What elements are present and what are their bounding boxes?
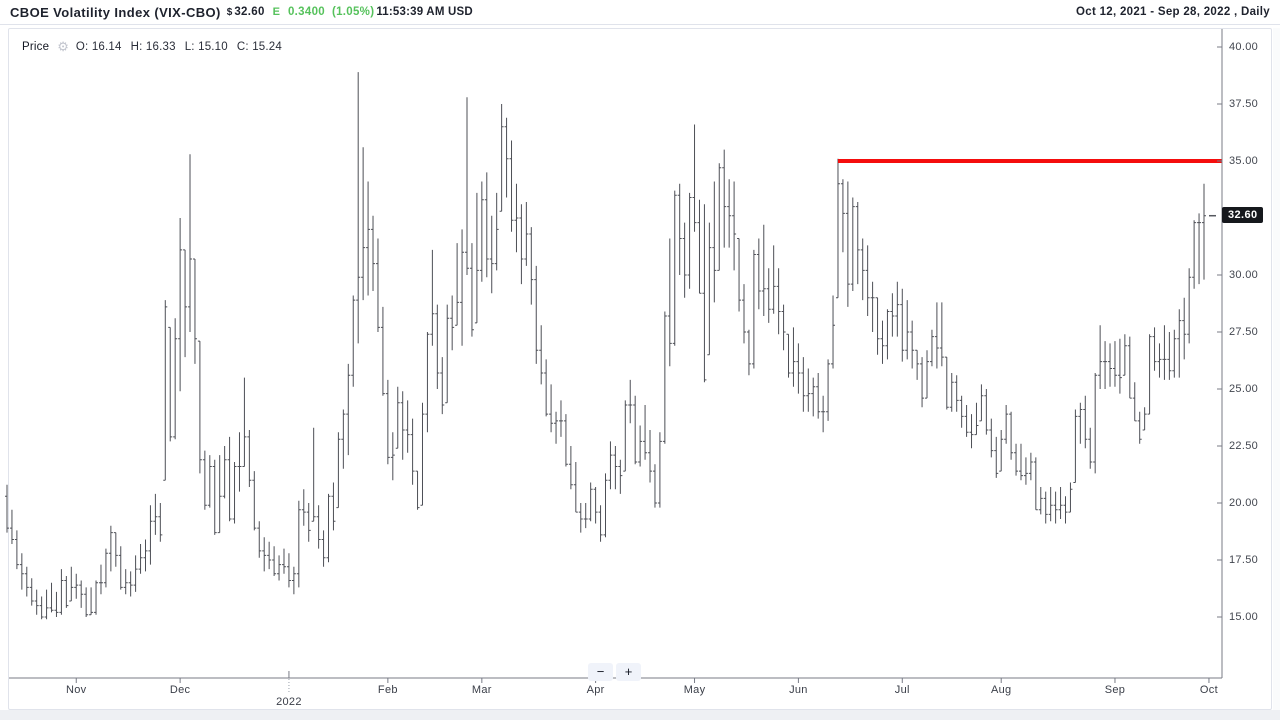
x-axis-label: Apr bbox=[586, 684, 605, 696]
chart-panel[interactable] bbox=[8, 28, 1272, 710]
gear-icon[interactable]: ⚙ bbox=[57, 39, 69, 54]
ohlc-close: C: 15.24 bbox=[236, 41, 282, 53]
symbol-title: CBOE Volatility Index (VIX-CBO) bbox=[10, 4, 221, 20]
zoom-in-button[interactable]: + bbox=[616, 663, 641, 681]
zoom-out-button[interactable]: − bbox=[588, 663, 613, 681]
y-axis-label: 27.50 bbox=[1229, 325, 1259, 338]
symbol-header: CBOE Volatility Index (VIX-CBO) $ 32.60 … bbox=[0, 0, 1280, 25]
current-price-tag: 32.60 bbox=[1222, 207, 1263, 224]
series-legend: Price ⚙ O: 16.14 H: 16.33 L: 15.10 C: 15… bbox=[22, 39, 291, 55]
quote-time: 11:53:39 AM USD bbox=[376, 6, 473, 18]
ohlc-open: O: 16.14 bbox=[75, 41, 122, 53]
series-name: Price bbox=[22, 41, 50, 53]
y-axis-label: 30.00 bbox=[1229, 268, 1259, 281]
date-range-label: Oct 12, 2021 - Sep 28, 2022 , Daily bbox=[1076, 6, 1270, 18]
currency-symbol: $ bbox=[226, 7, 233, 18]
price-change-percent: (1.05%) bbox=[331, 6, 375, 18]
session-flag: E bbox=[272, 6, 280, 18]
x-axis-label: Mar bbox=[471, 684, 492, 696]
y-axis-label: 20.00 bbox=[1229, 496, 1259, 509]
x-axis-label: Feb bbox=[377, 684, 398, 696]
quote-group: $ 32.60 bbox=[227, 6, 265, 18]
x-axis-label: Oct bbox=[1199, 684, 1218, 696]
y-axis-label: 22.50 bbox=[1229, 439, 1259, 452]
y-axis-label: 35.00 bbox=[1229, 154, 1259, 167]
x-axis-label: Jun bbox=[789, 684, 808, 696]
ohlc-low: L: 15.10 bbox=[184, 41, 228, 53]
x-axis-label: Sep bbox=[1104, 684, 1126, 696]
x-axis-label: Aug bbox=[990, 684, 1012, 696]
y-axis-label: 15.00 bbox=[1229, 610, 1259, 623]
x-axis-label: Dec bbox=[169, 684, 191, 696]
ohlc-high: H: 16.33 bbox=[130, 41, 176, 53]
last-price: 32.60 bbox=[234, 6, 265, 18]
x-axis-label: 2022 bbox=[276, 696, 302, 708]
right-margin bbox=[1273, 28, 1280, 710]
y-axis-label: 40.00 bbox=[1229, 40, 1259, 53]
y-axis-label: 25.00 bbox=[1229, 382, 1259, 395]
x-axis-label: May bbox=[683, 684, 706, 696]
x-axis-label: Nov bbox=[66, 684, 87, 696]
zoom-controls: − + bbox=[588, 663, 641, 681]
y-axis-label: 17.50 bbox=[1229, 553, 1259, 566]
price-change: 0.3400 bbox=[287, 6, 325, 18]
x-axis-label: Jul bbox=[894, 684, 910, 696]
bottom-margin bbox=[0, 710, 1280, 720]
y-axis-label: 37.50 bbox=[1229, 97, 1259, 110]
